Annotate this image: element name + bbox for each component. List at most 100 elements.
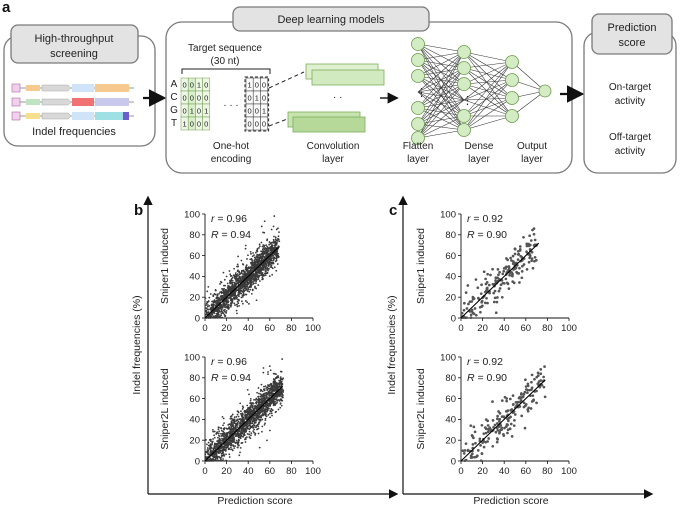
screening-box: High-throughput screening Indel frequenc… [3,24,156,147]
data-point [469,424,473,428]
data-point [275,386,277,389]
data-point [257,418,260,421]
data-point [214,315,217,317]
data-point [216,313,219,316]
data-point [259,419,262,422]
data-point [231,295,233,298]
data-point [462,308,466,312]
base-label: A [171,79,178,90]
data-point [504,410,508,413]
data-point [243,284,246,287]
data-point [509,256,512,260]
data-point [235,439,238,442]
data-point [277,238,280,241]
data-point [516,253,520,256]
data-point [214,293,217,296]
nn-edge [417,129,465,139]
data-point [482,445,486,449]
data-point [248,436,251,438]
data-point [530,250,534,254]
data-point [479,459,483,463]
y-tick-label: 80 [445,230,456,241]
data-point [250,434,252,437]
data-point [269,405,272,407]
data-point [215,444,218,447]
data-point [482,432,486,436]
data-point [226,293,228,296]
data-point [251,260,254,262]
data-point [236,419,239,422]
data-point [250,278,253,280]
data-point [274,252,277,255]
data-point [518,281,521,284]
data-point [241,295,244,298]
data-point [211,441,214,444]
data-point [207,449,210,452]
data-point [261,272,264,274]
data-point [264,422,266,425]
data-point [212,438,214,440]
subplot-2: 0 20 40 60 80 100 0 20 40 60 80 100 Sniper2L induced… [415,352,577,477]
panel-letter: b [134,202,143,219]
data-point [270,400,273,403]
data-point [273,372,276,375]
nn-dots: ⋮ [416,87,427,99]
data-point [265,415,268,418]
nn-node [411,131,425,145]
x-tick-label: 0 [202,466,207,477]
data-point [246,258,248,260]
data-point [485,287,489,290]
data-point [241,277,244,280]
data-point [278,240,281,243]
data-point [230,281,233,284]
data-point [502,266,506,270]
data-point [277,375,279,377]
data-point [519,393,523,396]
data-point [272,225,275,228]
data-point [241,415,244,418]
data-point [248,430,251,433]
stat-r: r = 0.92 [467,356,503,368]
data-point [222,424,224,427]
data-point [518,395,522,399]
onehot-value: 0 [204,81,208,90]
data-point [248,302,250,305]
data-point [277,385,280,388]
data-point [266,262,269,264]
y-tick-label: 40 [445,415,456,426]
data-point [242,435,245,438]
data-point [484,418,488,421]
data-point [230,425,233,428]
x-tick-label: 0 [458,466,463,477]
data-point [262,371,265,374]
stat-r: r = 0.96 [211,213,247,225]
data-point [218,305,221,308]
flatten-label-2: layer [407,154,429,165]
data-point [230,297,233,300]
data-point [251,255,254,258]
data-point [254,263,257,266]
data-point [258,253,261,256]
data-point [266,439,268,442]
data-point [270,392,273,394]
data-point [255,287,258,290]
data-point [213,445,216,447]
data-point [207,300,210,302]
data-point [247,254,249,257]
data-point [256,399,259,401]
data-point [505,281,509,285]
data-point [219,438,221,441]
onehot-value: 0 [183,107,187,116]
data-point [257,262,260,265]
data-point [252,252,254,254]
data-point [225,290,228,293]
models-title: Deep learning models [277,14,385,26]
data-point [500,399,504,402]
data-point [238,270,241,273]
data-point [230,299,233,302]
data-point [269,391,271,394]
data-point [487,427,490,431]
data-point [274,244,276,247]
data-point [222,427,225,430]
data-point [514,266,518,270]
